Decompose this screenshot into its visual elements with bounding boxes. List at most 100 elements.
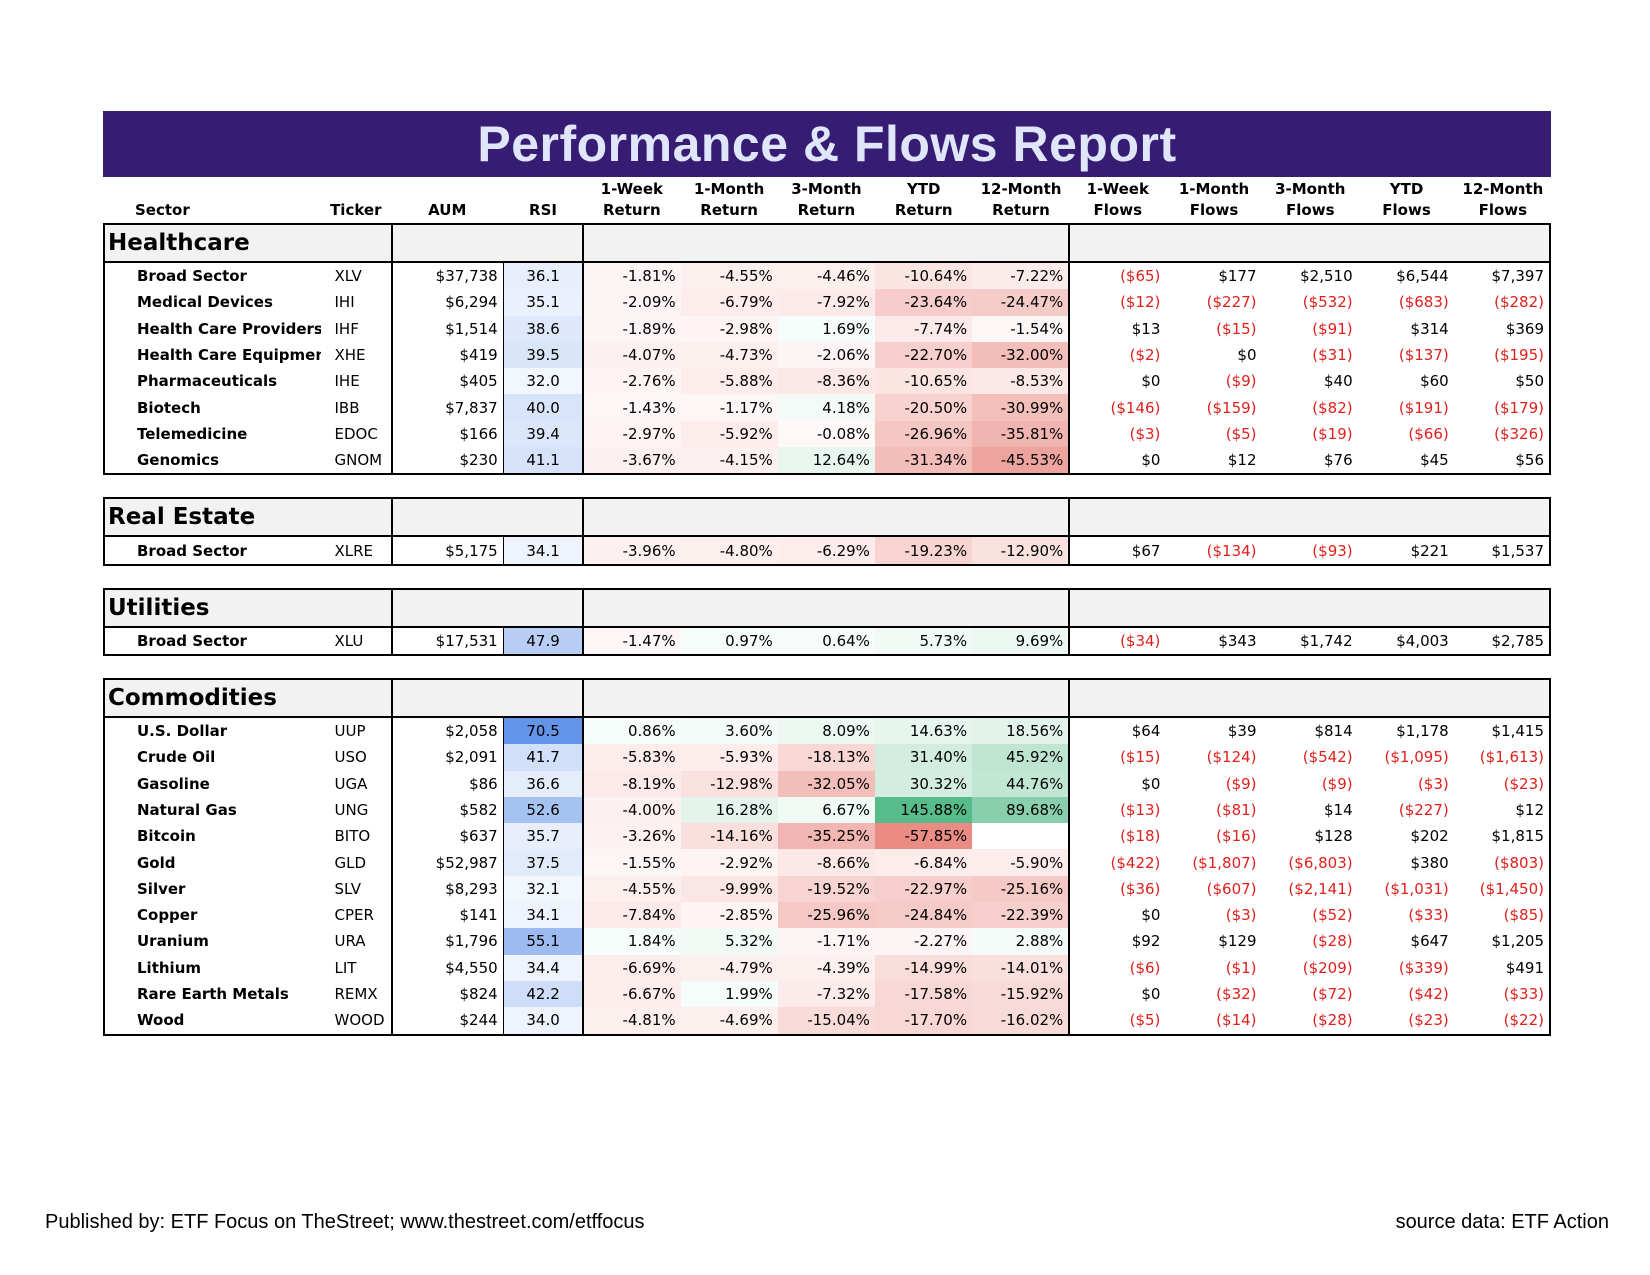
cell-aum: $86 [391, 770, 504, 797]
cell-sector: Uranium [137, 932, 209, 951]
header-aum: AUM [428, 201, 467, 219]
cell-ret-1m: -14.16% [680, 823, 778, 850]
cell-flow-1w: ($15) [1068, 744, 1166, 771]
cell-flow-1w: $0 [1068, 770, 1166, 797]
cell-flow-12m: $2,785 [1453, 625, 1550, 655]
cell-flow-12m: ($179) [1494, 398, 1544, 417]
cell-ret-12m: -25.16% [972, 875, 1070, 903]
cell-ret-1m: 3.60% [680, 715, 778, 745]
cell-rsi: 37.5 [502, 849, 584, 876]
cell-flow-1w: $0 [1068, 980, 1166, 1008]
cell-ret-1w: -1.47% [582, 625, 681, 655]
section-commodities: Commodities U.S. Dollar UUP $2,058 70.5 0.86%… [103, 677, 1551, 1036]
cell-ret-1m: -2.85% [680, 902, 778, 929]
cell-ret-1m: 0.97% [680, 625, 778, 655]
cell-sector: Crude Oil [137, 748, 216, 767]
cell-sector: Rare Earth Metals [137, 985, 289, 1004]
cell-flow-ytd: ($339) [1398, 958, 1449, 977]
cell-ret-3m: -1.71% [777, 928, 875, 955]
cell-flow-1w: ($3) [1068, 420, 1166, 448]
cell-flow-1m: $39 [1165, 715, 1262, 745]
table-row: Crude Oil USO $2,091 41.7 -5.83% -5.93% -18.13… [104, 744, 1550, 771]
cell-ret-3m: -4.39% [777, 954, 875, 981]
cell-ret-1w: -1.89% [582, 315, 681, 342]
cell-ticker: BITO [334, 827, 371, 846]
cell-ret-3m: -7.32% [777, 980, 875, 1008]
cell-ret-1m: -6.79% [680, 289, 778, 316]
cell-flow-1m: ($124) [1206, 748, 1257, 767]
cell-flow-1w: ($146) [1068, 394, 1166, 421]
cell-sector: Silver [137, 879, 186, 898]
cell-sector: Health Care Providers [137, 319, 321, 338]
cell-ticker: XLV [320, 260, 393, 290]
cell-ret-1w: -1.43% [582, 394, 681, 421]
cell-flow-1m: ($15) [1216, 319, 1257, 338]
section-real-estate: Real Estate Broad Sector XLRE $5,175 34.1 -3.… [103, 497, 1551, 566]
cell-flow-3m: ($6,803) [1288, 853, 1353, 872]
header-1month-flows: 1-Month Flows [1178, 180, 1250, 219]
table-row: Natural Gas UNG $582 52.6 -4.00% 16.28% 6.67% 1… [104, 796, 1550, 824]
cell-flow-12m: ($85) [1503, 906, 1544, 925]
cell-flow-1m: ($159) [1206, 398, 1257, 417]
table-row: Gasoline UGA $86 36.6 -8.19% -12.98% -32.05% 30… [104, 770, 1550, 797]
cell-flow-1m: ($5) [1225, 424, 1257, 443]
cell-flow-1w: ($18) [1068, 823, 1166, 850]
cell-ret-1m: -9.99% [680, 875, 778, 903]
cell-flow-ytd: ($23) [1408, 1011, 1449, 1030]
cell-flow-1m: ($32) [1216, 985, 1257, 1004]
cell-ret-3m: -19.52% [777, 875, 875, 903]
cell-aum: $419 [391, 341, 504, 369]
cell-ret-1w: -3.26% [582, 823, 681, 850]
table-row: Copper CPER $141 34.1 -7.84% -2.85% -25.96% -24… [104, 902, 1550, 929]
cell-flow-1m: ($3) [1225, 906, 1257, 925]
cell-ret-3m: 0.64% [777, 625, 875, 655]
cell-flow-12m: ($1,613) [1479, 748, 1544, 767]
cell-ticker: EDOC [334, 424, 378, 443]
cell-ret-1w: -4.81% [582, 1007, 681, 1035]
cell-aum: $405 [391, 368, 504, 395]
cell-flow-1w: ($6) [1068, 954, 1166, 981]
cell-flow-3m: $14 [1323, 801, 1353, 819]
cell-flow-12m: ($282) [1494, 293, 1544, 312]
cell-ret-3m: -15.04% [777, 1007, 875, 1035]
cell-ret-ytd: -10.64% [874, 260, 973, 290]
cell-flow-1m: $0 [1237, 346, 1257, 365]
cell-flow-12m: ($803) [1494, 853, 1544, 872]
cell-rsi: 40.0 [502, 394, 584, 421]
cell-ticker: CPER [334, 906, 374, 925]
table-row: Broad Sector XLU $17,531 47.9 -1.47% 0.97% 0.6… [104, 625, 1550, 655]
cell-flow-3m: ($93) [1261, 535, 1358, 565]
cell-ret-1m: -5.88% [680, 368, 778, 395]
cell-ret-3m: -7.92% [777, 289, 875, 316]
cell-ret-1m: -4.55% [680, 260, 778, 290]
cell-flow-1m: ($9) [1225, 774, 1257, 793]
cell-ticker: XLRE [320, 535, 393, 565]
cell-flow-1w: ($422) [1068, 849, 1166, 876]
cell-ticker: UUP [320, 715, 393, 745]
table-row: Lithium LIT $4,550 34.4 -6.69% -4.79% -4.39% -1… [104, 954, 1550, 981]
cell-ticker: XHE [334, 346, 366, 365]
cell-flow-ytd: ($33) [1408, 906, 1449, 925]
cell-ret-ytd: -22.97% [874, 875, 973, 903]
cell-ticker: IHF [334, 319, 359, 338]
cell-ret-ytd: -7.74% [874, 315, 973, 342]
section-title-filler [391, 224, 584, 262]
cell-ret-12m: 2.88% [972, 928, 1070, 955]
cell-ret-1w: 0.86% [582, 715, 681, 745]
table-row: Bitcoin BITO $637 35.7 -3.26% -14.16% -35.25% -… [104, 823, 1550, 850]
header-1week-return: 1-Week Return [600, 180, 663, 219]
cell-ret-1w: -4.07% [582, 341, 681, 369]
cell-flow-3m: ($28) [1312, 932, 1353, 951]
cell-flow-ytd: ($227) [1398, 801, 1449, 819]
cell-sector: Wood [137, 1011, 185, 1030]
cell-aum: $637 [391, 823, 504, 850]
footer-publisher: Published by: ETF Focus on TheStreet; ww… [45, 1211, 645, 1233]
cell-ret-12m: 89.68% [972, 796, 1070, 824]
cell-aum: $1,514 [391, 315, 504, 342]
cell-rsi: 34.4 [502, 954, 584, 981]
cell-flow-12m: $12 [1515, 801, 1544, 819]
cell-aum: $141 [391, 902, 504, 929]
cell-flow-ytd: $45 [1420, 451, 1449, 470]
cell-ret-12m: -22.39% [972, 902, 1070, 929]
cell-ret-1w: -3.67% [582, 447, 681, 475]
